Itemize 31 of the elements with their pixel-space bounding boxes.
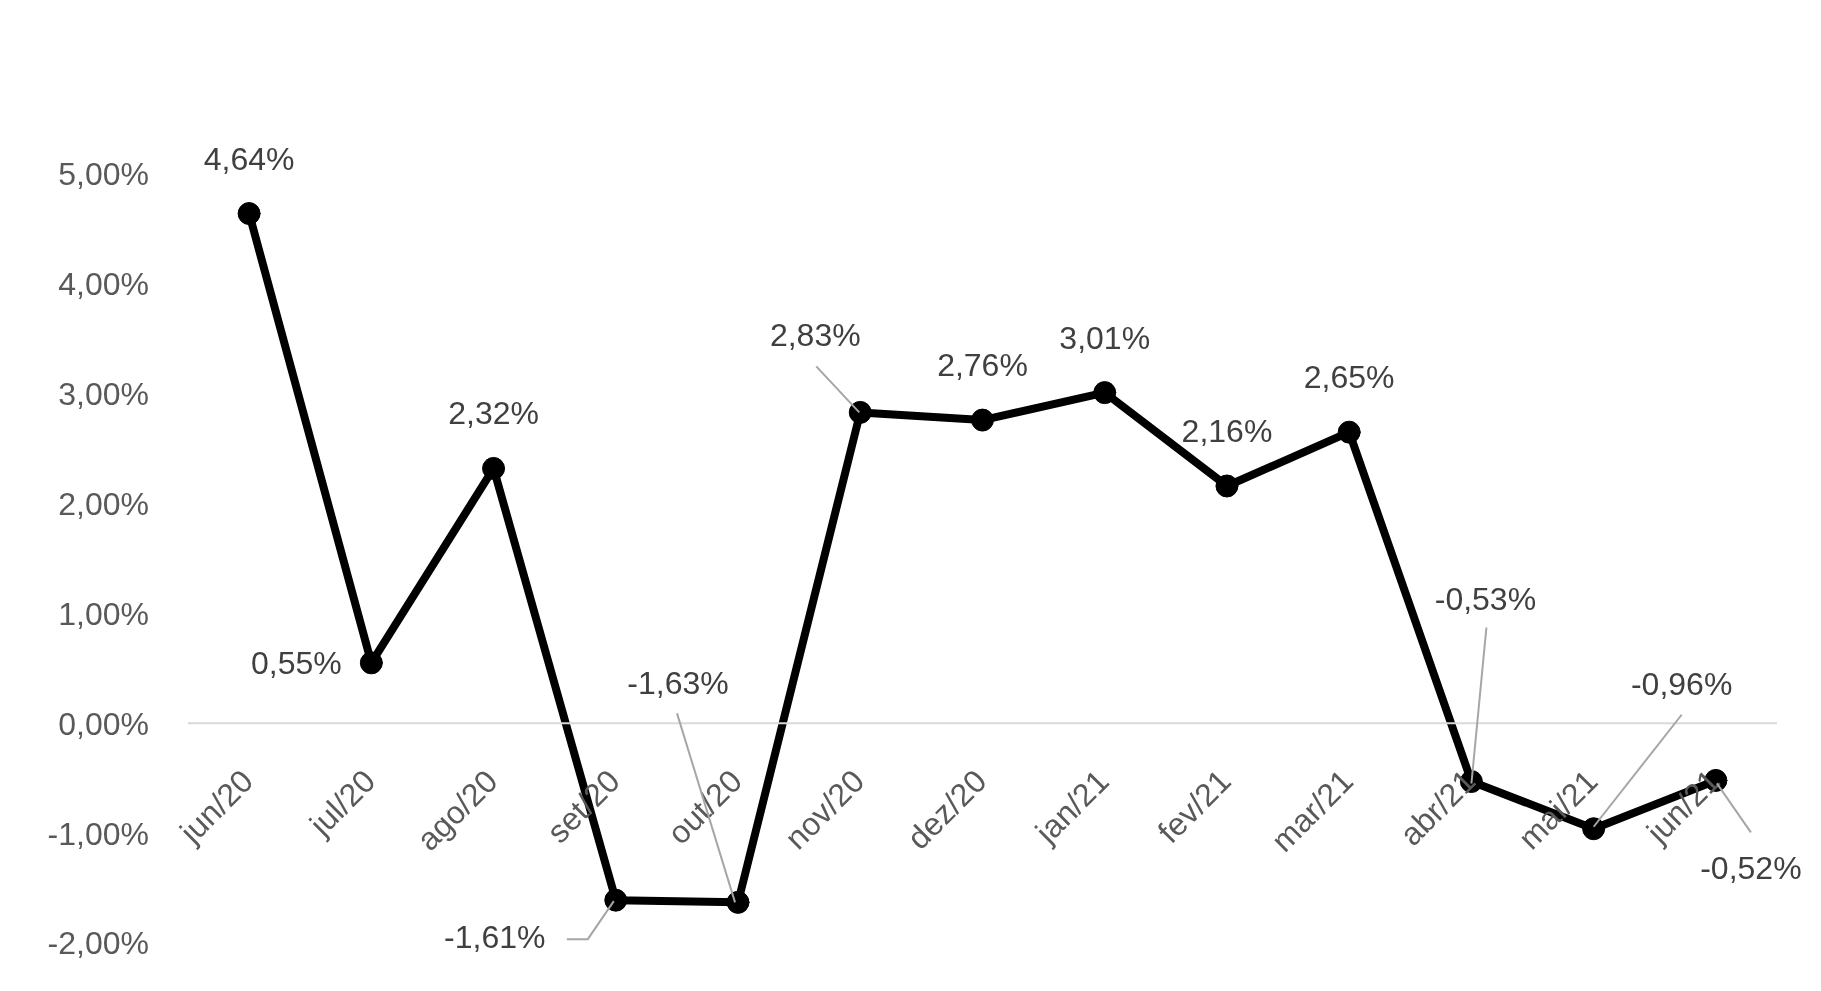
data-label: 2,65% — [1303, 359, 1395, 396]
data-label: 2,16% — [1181, 412, 1273, 449]
data-label: 2,32% — [448, 395, 539, 432]
y-tick-label: -1,00% — [47, 815, 149, 852]
point — [726, 890, 750, 914]
y-tick-label: 3,00% — [58, 376, 149, 413]
point — [482, 456, 506, 480]
point — [848, 400, 872, 424]
y-tick-label: -2,00% — [47, 925, 149, 962]
data-label: 0,55% — [250, 644, 342, 681]
y-tick-label: 5,00% — [58, 156, 149, 193]
y-tick-label: 0,00% — [58, 705, 149, 742]
data-label: 2,76% — [937, 347, 1028, 384]
data-label: 4,64% — [203, 140, 295, 177]
point — [1337, 420, 1361, 444]
point — [1215, 474, 1239, 498]
point — [237, 202, 261, 226]
data-label: 3,01% — [1059, 319, 1151, 356]
point — [359, 651, 383, 675]
data-label: -0,96% — [1630, 665, 1733, 702]
data-label: -0,52% — [1700, 850, 1802, 887]
y-tick-label: 1,00% — [58, 595, 149, 632]
data-label: -1,63% — [627, 665, 729, 702]
data-label: -0,53% — [1434, 580, 1537, 617]
y-tick-label: 4,00% — [58, 266, 149, 303]
point — [604, 888, 628, 912]
point — [971, 408, 994, 432]
y-tick-label: 2,00% — [58, 485, 149, 522]
data-label: -1,61% — [444, 919, 546, 956]
point — [1093, 381, 1117, 405]
data-label: 2,83% — [769, 317, 861, 354]
